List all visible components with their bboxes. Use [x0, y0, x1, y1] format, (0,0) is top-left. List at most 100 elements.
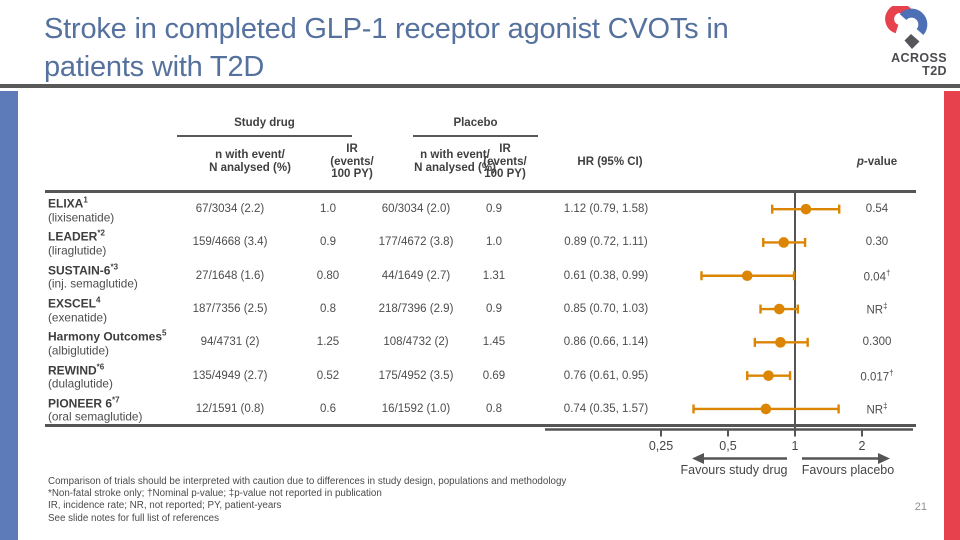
cell-study-ir: 1.25 [316, 336, 340, 349]
trial-drug: (exenatide) [48, 310, 108, 325]
table-bottom-border [45, 424, 916, 427]
trial-cell: SUSTAIN-6*3 (inj. semaglutide) [48, 260, 223, 291]
trial-cell: ELIXA1 (lixisenatide) [48, 194, 223, 225]
trial-cell: REWIND*6 (dulaglutide) [48, 360, 223, 391]
cell-placebo-ir: 1.31 [482, 269, 506, 282]
logo-text-across: ACROSS [891, 51, 947, 65]
cell-hr-ci: 0.85 (0.70, 1.03) [563, 303, 649, 316]
trial-name: PIONEER 6*7 [48, 395, 120, 411]
cell-study-ir: 0.52 [316, 369, 340, 382]
cell-study-ir: 0.8 [320, 303, 336, 316]
trial-cell: Harmony Outcomes5 (albiglutide) [48, 327, 223, 358]
x-tick-label: 1 [792, 439, 799, 453]
trial-drug: (oral semaglutide) [48, 409, 143, 424]
title-divider [0, 84, 960, 88]
cell-placebo-ir: 0.69 [482, 369, 506, 382]
cell-placebo-n: 177/4672 (3.8) [378, 236, 454, 249]
col-header-p-value: p-value [856, 156, 898, 168]
cell-placebo-n: 175/4952 (3.5) [378, 369, 454, 382]
x-tick-label: 0,25 [649, 439, 673, 453]
trial-name: EXSCEL4 [48, 295, 101, 311]
cell-placebo-ir: 0.9 [486, 303, 502, 316]
col-header-placebo-ir: IR (events/ 100 PY) [483, 143, 527, 180]
cell-p-value: 0.54 [865, 203, 889, 216]
cell-placebo-ir: 0.8 [486, 402, 502, 415]
table-row: SUSTAIN-6*3 (inj. semaglutide) 27/1648 (1.… [45, 259, 916, 292]
trial-name: Harmony Outcomes5 [48, 328, 167, 344]
cell-hr-ci: 0.76 (0.61, 0.95) [563, 369, 649, 382]
table-row: Harmony Outcomes5 (albiglutide) 94/4731 (2… [45, 326, 916, 359]
right-accent-bar [944, 91, 960, 540]
trial-drug: (inj. semaglutide) [48, 276, 138, 291]
trial-cell: PIONEER 6*7 (oral semaglutide) [48, 393, 223, 424]
cell-placebo-n: 218/7396 (2.9) [378, 303, 454, 316]
trial-drug: (albiglutide) [48, 343, 109, 358]
heart-logo-icon [885, 6, 928, 49]
trial-drug: (dulaglutide) [48, 376, 113, 391]
across-t2d-logo: ACROSS T2D [867, 6, 947, 78]
group-header-study-drug: Study drug [234, 117, 295, 129]
col-header-study-ir: IR (events/ 100 PY) [330, 143, 374, 180]
footer-abbreviations: IR, incidence rate; NR, not reported; PY… [48, 500, 282, 512]
table-body: ELIXA1 (lixisenatide) 67/3034 (2.2) 1.0 60/3… [45, 193, 916, 426]
cell-hr-ci: 1.12 (0.79, 1.58) [563, 203, 649, 216]
x-tick-label: 0,5 [719, 439, 736, 453]
logo-text-t2d: T2D [922, 64, 947, 78]
footer-caution: Comparison of trials should be interpret… [48, 476, 567, 487]
favours-study-drug-label: Favours study drug [681, 463, 788, 477]
trial-name: SUSTAIN-6*3 [48, 262, 119, 278]
cell-study-n: 159/4668 (3.4) [192, 236, 268, 249]
trial-cell: EXSCEL4 (exenatide) [48, 294, 223, 325]
footer-notes: Comparison of trials should be interpret… [48, 476, 566, 525]
cell-p-value: NR‡ [866, 301, 888, 317]
cell-hr-ci: 0.89 (0.72, 1.11) [564, 236, 648, 249]
page-number: 21 [914, 501, 927, 513]
cell-study-ir: 0.9 [320, 236, 336, 249]
footer-footnotes: *Non-fatal stroke only; †Nominal p-value… [48, 488, 382, 500]
favours-placebo-label: Favours placebo [802, 463, 894, 477]
title-line-2: patients with T2D [44, 50, 265, 83]
table-row: PIONEER 6*7 (oral semaglutide) 12/1591 (0.… [45, 392, 916, 425]
table-header: Study drug Placebo n with event/ N analy… [45, 110, 916, 192]
cell-placebo-n: 44/1649 (2.7) [381, 269, 451, 282]
cell-p-value: 0.017† [860, 368, 894, 384]
table-row: EXSCEL4 (exenatide) 187/7356 (2.5) 0.8 218/7… [45, 292, 916, 325]
footer-references: See slide notes for full list of referen… [48, 512, 219, 524]
favours-left-arrowhead [692, 453, 704, 464]
cell-hr-ci: 0.86 (0.66, 1.14) [563, 336, 649, 349]
placebo-underline [413, 135, 538, 137]
group-header-placebo: Placebo [453, 117, 498, 129]
cell-placebo-n: 60/3034 (2.0) [381, 203, 451, 216]
cell-hr-ci: 0.74 (0.35, 1.57) [563, 402, 649, 415]
cell-study-n: 27/1648 (1.6) [195, 269, 265, 282]
cell-placebo-n: 108/4732 (2) [383, 336, 449, 349]
header-bottom-border [45, 190, 916, 193]
cell-placebo-ir: 1.0 [486, 236, 502, 249]
title-line-1: Stroke in completed GLP-1 receptor agoni… [44, 13, 729, 45]
col-header-placebo-n: n with event/ N analysed (%) [414, 149, 496, 174]
study-drug-underline [177, 135, 352, 137]
trial-drug: (liraglutide) [48, 243, 107, 258]
cell-study-ir: 0.6 [320, 402, 336, 415]
cell-placebo-ir: 0.9 [486, 203, 502, 216]
col-header-hr-ci: HR (95% CI) [577, 156, 643, 168]
trial-name: REWIND*6 [48, 362, 105, 378]
cell-study-n: 12/1591 (0.8) [195, 402, 265, 415]
cell-study-ir: 1.0 [320, 203, 336, 216]
col-header-study-n: n with event/ N analysed (%) [209, 149, 291, 174]
trial-name: ELIXA1 [48, 195, 88, 211]
page-title: Stroke in completed GLP-1 receptor agoni… [44, 11, 729, 86]
x-tick-label: 2 [859, 439, 866, 453]
left-accent-bar [0, 91, 18, 540]
cell-placebo-n: 16/1592 (1.0) [381, 402, 451, 415]
table-row: REWIND*6 (dulaglutide) 135/4949 (2.7) 0.52 1… [45, 359, 916, 392]
trial-drug: (lixisenatide) [48, 210, 115, 225]
cell-p-value: NR‡ [866, 401, 888, 417]
cell-hr-ci: 0.61 (0.38, 0.99) [563, 269, 649, 282]
cell-p-value: 0.30 [865, 236, 889, 249]
cell-study-n: 135/4949 (2.7) [192, 369, 268, 382]
favours-right-arrowhead [878, 453, 890, 464]
cell-placebo-ir: 1.45 [482, 336, 506, 349]
cell-study-n: 187/7356 (2.5) [192, 303, 268, 316]
